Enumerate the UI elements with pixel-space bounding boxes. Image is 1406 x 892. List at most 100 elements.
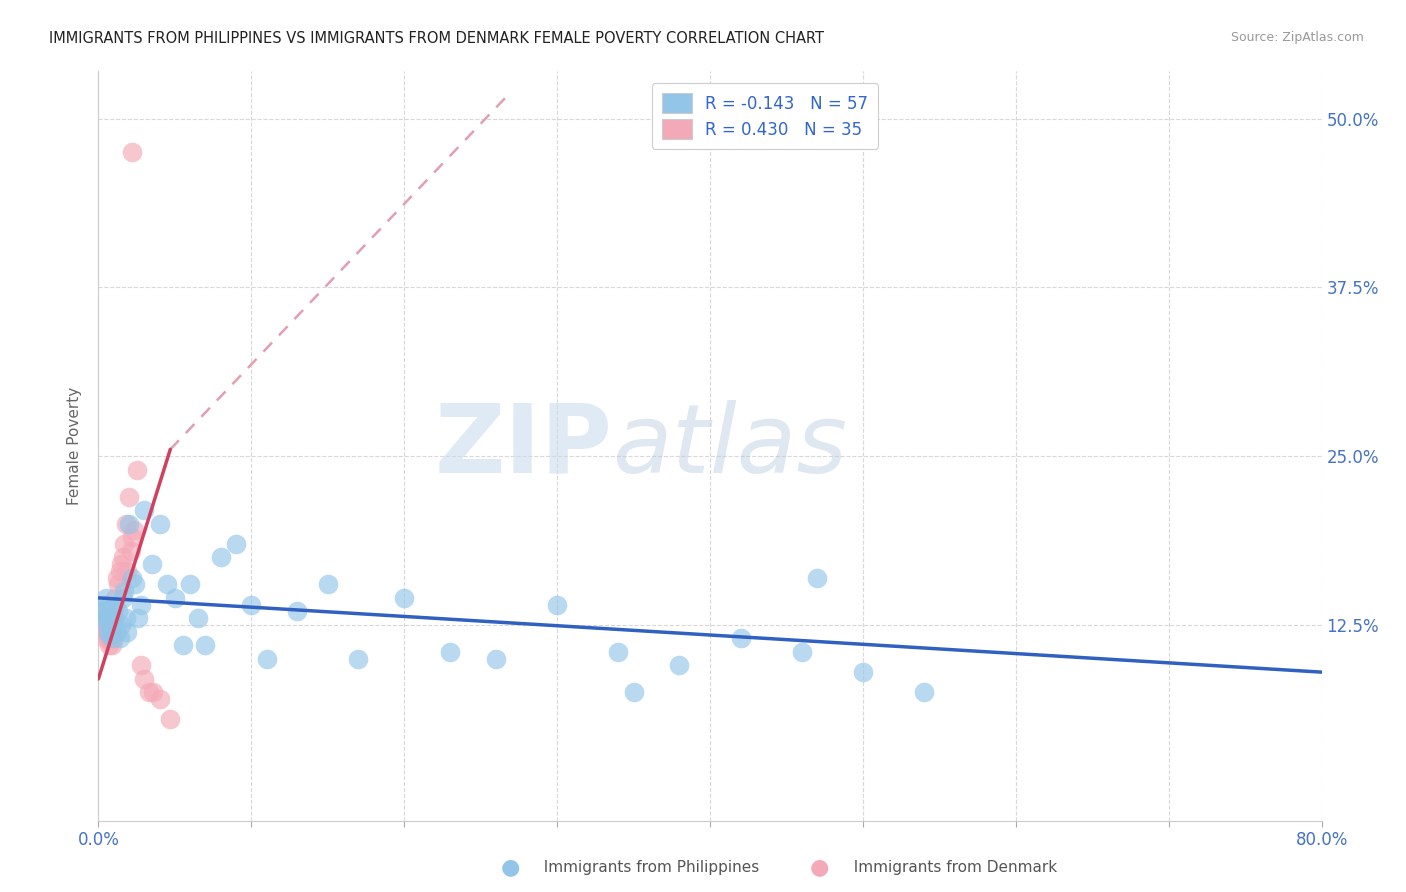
Point	[607, 645, 630, 659]
Text: ZIP: ZIP	[434, 400, 612, 492]
Point	[100, 611, 122, 625]
Point	[141, 557, 163, 571]
Point	[149, 516, 172, 531]
Point	[94, 591, 117, 605]
Point	[110, 557, 132, 571]
Point	[121, 530, 143, 544]
Point	[108, 564, 131, 578]
Point	[172, 638, 194, 652]
Point	[93, 614, 115, 628]
Point	[97, 624, 120, 639]
Point	[101, 618, 124, 632]
Point	[730, 632, 752, 646]
Point	[668, 658, 690, 673]
Point	[91, 604, 114, 618]
Point	[117, 564, 139, 578]
Point	[852, 665, 875, 680]
Y-axis label: Female Poverty: Female Poverty	[67, 387, 83, 505]
Point	[546, 598, 568, 612]
Point	[316, 577, 339, 591]
Point	[122, 524, 145, 538]
Point	[115, 516, 138, 531]
Point	[256, 651, 278, 665]
Text: Immigrants from Denmark: Immigrants from Denmark	[844, 860, 1057, 874]
Point	[98, 638, 121, 652]
Point	[107, 577, 129, 591]
Point	[93, 598, 115, 612]
Point	[107, 604, 129, 618]
Point	[209, 550, 232, 565]
Legend: R = -0.143   N = 57, R = 0.430   N = 35: R = -0.143 N = 57, R = 0.430 N = 35	[652, 84, 879, 149]
Point	[134, 503, 156, 517]
Point	[121, 571, 143, 585]
Point	[790, 645, 813, 659]
Point	[104, 598, 127, 612]
Point	[97, 618, 120, 632]
Point	[94, 604, 117, 618]
Point	[121, 145, 143, 160]
Point	[118, 490, 141, 504]
Point	[111, 591, 134, 605]
Point	[623, 685, 645, 699]
Text: Source: ZipAtlas.com: Source: ZipAtlas.com	[1230, 31, 1364, 45]
Point	[285, 604, 308, 618]
Point	[98, 608, 121, 623]
Point	[194, 638, 217, 652]
Point	[118, 516, 141, 531]
Point	[94, 624, 117, 639]
Point	[115, 611, 138, 625]
Point	[100, 618, 122, 632]
Point	[103, 611, 125, 625]
Point	[112, 584, 135, 599]
Text: IMMIGRANTS FROM PHILIPPINES VS IMMIGRANTS FROM DENMARK FEMALE POVERTY CORRELATIO: IMMIGRANTS FROM PHILIPPINES VS IMMIGRANT…	[49, 31, 824, 46]
Text: Immigrants from Philippines: Immigrants from Philippines	[534, 860, 759, 874]
Point	[93, 611, 115, 625]
Point	[100, 632, 122, 646]
Point	[163, 591, 186, 605]
Point	[142, 685, 165, 699]
Point	[100, 622, 122, 636]
Point	[149, 692, 172, 706]
Point	[187, 611, 209, 625]
Point	[485, 651, 508, 665]
Point	[240, 598, 263, 612]
Text: ●: ●	[810, 857, 830, 877]
Point	[124, 577, 146, 591]
Point	[101, 624, 124, 639]
Point	[97, 632, 120, 646]
Point	[103, 611, 125, 625]
Point	[105, 624, 128, 639]
Point	[912, 685, 935, 699]
Point	[806, 571, 828, 585]
Point	[108, 632, 131, 646]
Point	[134, 672, 156, 686]
Point	[439, 645, 461, 659]
Point	[98, 624, 121, 639]
Point	[105, 571, 128, 585]
Point	[392, 591, 416, 605]
Point	[94, 611, 117, 625]
Text: atlas: atlas	[612, 400, 848, 492]
Point	[112, 537, 135, 551]
Point	[159, 712, 181, 726]
Point	[129, 598, 152, 612]
Point	[103, 632, 125, 646]
Point	[104, 591, 127, 605]
Point	[98, 627, 121, 641]
Point	[127, 611, 149, 625]
Point	[225, 537, 247, 551]
Point	[156, 577, 179, 591]
Point	[125, 462, 148, 476]
Point	[110, 618, 132, 632]
Text: ●: ●	[501, 857, 520, 877]
Point	[93, 632, 115, 646]
Point	[179, 577, 201, 591]
Point	[120, 543, 142, 558]
Point	[347, 651, 370, 665]
Point	[111, 550, 134, 565]
Point	[129, 658, 152, 673]
Point	[101, 632, 124, 646]
Point	[97, 600, 120, 615]
Point	[91, 618, 114, 632]
Point	[138, 685, 160, 699]
